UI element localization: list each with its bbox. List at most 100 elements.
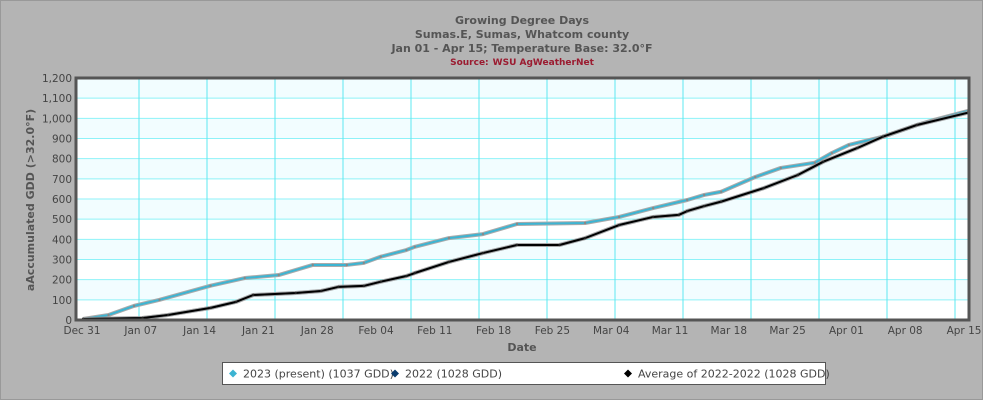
y-tick-label: 1,100 [42, 93, 72, 105]
data-point [830, 151, 834, 155]
data-point [447, 260, 451, 264]
y-tick-label: 600 [52, 194, 72, 206]
data-point [813, 161, 817, 164]
data-point [881, 135, 885, 138]
data-point [617, 223, 621, 227]
series-2 [81, 110, 970, 321]
data-point [481, 232, 485, 236]
data-point [234, 300, 238, 304]
x-tick-label: Apr 01 [829, 325, 864, 337]
data-point [915, 123, 919, 127]
grid-band [76, 239, 969, 260]
x-tick-label: Mar 04 [593, 325, 630, 337]
data-point [617, 215, 621, 219]
data-point [345, 263, 348, 267]
legend-marker-icon [391, 369, 399, 378]
data-point [132, 304, 136, 308]
y-tick-label: 400 [52, 234, 72, 246]
x-tick-label: Mar 25 [769, 325, 806, 337]
x-tick-label: Feb 25 [535, 325, 570, 337]
grid-band [76, 158, 969, 179]
plot-area: 0 100 200 300 400 500 600 700 800 900 1,000 1,100 1,… [42, 73, 982, 337]
data-point [703, 193, 706, 197]
data-point [779, 166, 782, 170]
x-tick-label: Apr 08 [888, 325, 923, 337]
legend-label: Average of 2022-2022 (1028 GDD) [638, 368, 830, 381]
x-tick-label: Jan 07 [123, 325, 157, 337]
data-point [251, 293, 255, 297]
data-point [583, 236, 587, 240]
data-point [651, 206, 655, 210]
chart-date-range: Jan 01 - Apr 15; Temperature Base: 32.0°… [390, 42, 652, 55]
data-point [822, 160, 825, 163]
data-point [847, 143, 851, 147]
data-point [379, 255, 383, 258]
series-0 [81, 108, 970, 321]
legend: 2023 (present) (1037 GDD) 2022 (1028 GDD)… [222, 362, 830, 385]
data-point [413, 245, 417, 248]
y-tick-label: 300 [52, 255, 72, 267]
data-point [651, 215, 655, 219]
chart-source: Source: WSU AgWeatherNet [450, 58, 594, 68]
data-point [515, 222, 519, 226]
grid-band [76, 118, 969, 139]
x-axis-label: Date [507, 341, 536, 354]
grid-band [76, 279, 969, 300]
legend-label: 2022 (1028 GDD) [405, 368, 502, 381]
data-point [209, 284, 212, 287]
plot-border [74, 76, 971, 322]
data-point [320, 289, 323, 293]
data-point [720, 200, 723, 203]
data-point [720, 190, 723, 193]
data-point [158, 298, 161, 302]
x-tick-label: Apr 15 [947, 325, 982, 337]
chart-subtitle: Sumas.E, Sumas, Whatcom county [415, 28, 629, 41]
x-tick-label: Jan 21 [241, 325, 275, 337]
data-point [481, 251, 485, 255]
x-tick-label: Mar 11 [652, 325, 689, 337]
chart-title: Growing Degree Days [455, 14, 590, 27]
legend-item-1[interactable]: 2022 (1028 GDD) [391, 368, 502, 381]
data-point [379, 280, 383, 283]
source-link[interactable]: WSU AgWeatherNet [493, 58, 595, 68]
legend-item-2[interactable]: Average of 2022-2022 (1028 GDD) [624, 368, 830, 381]
data-point [277, 273, 280, 277]
legend-marker-icon [229, 369, 237, 378]
data-point [796, 173, 800, 177]
legend-marker-icon [624, 369, 632, 378]
x-tick-label: Feb 18 [476, 325, 511, 337]
data-point [405, 274, 408, 278]
data-point [209, 306, 212, 310]
y-tick-label: 1,000 [42, 113, 72, 125]
data-point [243, 276, 246, 280]
data-point [685, 209, 689, 213]
data-point [754, 175, 757, 179]
x-tick-label: Dec 31 [63, 325, 100, 337]
data-point [405, 248, 408, 252]
legend-label: 2023 (present) (1037 GDD) [243, 368, 394, 381]
legend-item-0[interactable]: 2023 (present) (1037 GDD) [229, 368, 394, 381]
y-tick-label: 1,200 [42, 73, 72, 85]
grid-band [76, 199, 969, 220]
data-point [107, 313, 110, 317]
y-tick-label: 700 [52, 174, 72, 186]
data-point [685, 198, 689, 202]
data-point [762, 186, 765, 190]
y-tick-label: 500 [52, 214, 72, 226]
data-point [447, 236, 451, 240]
y-axis-label: aAccumulated GDD (>32.0°F) [24, 109, 37, 291]
y-tick-label: 0 [65, 315, 72, 327]
y-tick-label: 800 [52, 154, 72, 166]
data-point [558, 243, 561, 247]
x-tick-label: Feb 04 [358, 325, 394, 337]
data-point [311, 263, 314, 267]
data-point [677, 213, 680, 217]
data-point [337, 285, 340, 289]
data-point [362, 261, 366, 265]
data-point [515, 243, 519, 247]
y-tick-label: 200 [52, 275, 72, 287]
data-point [362, 284, 366, 288]
data-point [583, 221, 587, 225]
x-tick-label: Jan 14 [182, 325, 216, 337]
